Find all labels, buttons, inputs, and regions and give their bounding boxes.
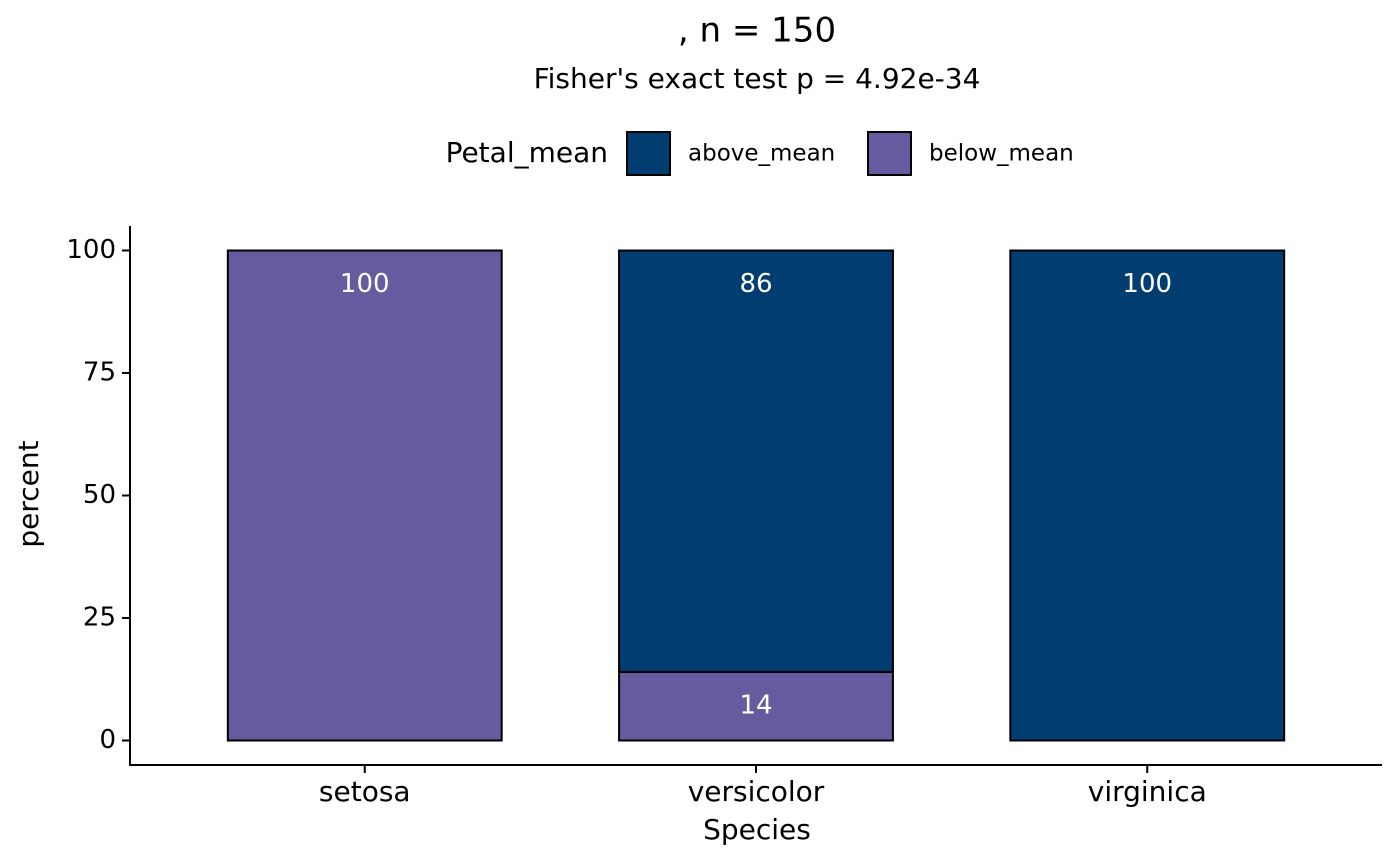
- x-tick-label: setosa: [319, 775, 411, 808]
- chart-subtitle: Fisher's exact test p = 4.92e-34: [534, 62, 981, 95]
- data-label: 100: [1122, 269, 1172, 299]
- y-tick-label: 75: [83, 358, 116, 388]
- legend-label: below_mean: [929, 141, 1074, 167]
- bar-segment: [618, 249, 894, 673]
- data-label: 14: [739, 690, 772, 720]
- x-tick-label: versicolor: [688, 775, 825, 808]
- x-tick-label: virginica: [1088, 775, 1207, 808]
- y-tick-label: 100: [66, 235, 116, 265]
- bar-segment: [1009, 249, 1286, 742]
- y-axis-label: percent: [12, 440, 45, 547]
- data-label: 100: [340, 269, 390, 299]
- legend-key: [867, 131, 912, 176]
- y-tick-label: 0: [99, 725, 116, 755]
- y-tick-label: 50: [83, 480, 116, 510]
- bar-segment: [226, 249, 503, 742]
- y-tick-label: 25: [83, 603, 116, 633]
- legend-label: above_mean: [688, 141, 835, 167]
- x-axis-label: Species: [703, 813, 811, 846]
- legend-title: Petal_mean: [446, 136, 608, 169]
- data-label: 86: [739, 269, 772, 299]
- bar-segment: [618, 670, 894, 742]
- legend-key: [626, 131, 671, 176]
- chart-title: , n = 150: [678, 11, 836, 51]
